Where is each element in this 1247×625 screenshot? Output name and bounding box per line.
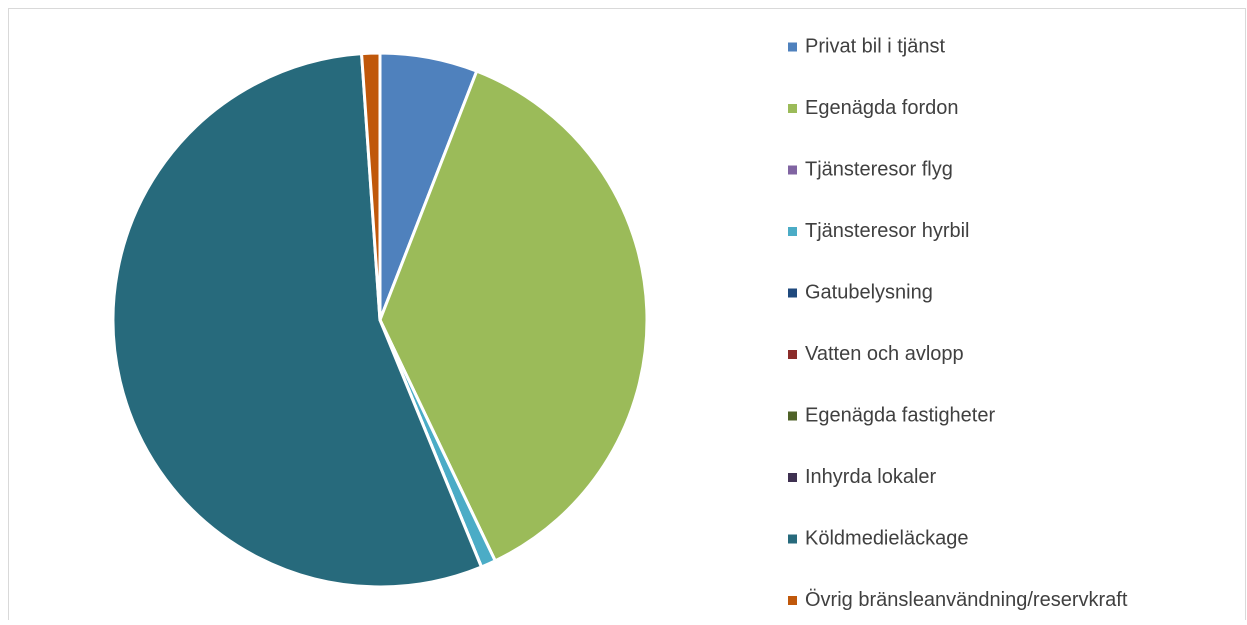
legend-label: Egenägda fordon [805,97,958,119]
legend-label: Vatten och avlopp [805,343,964,365]
legend-swatch [788,165,797,175]
legend-label: Köldmedieläckage [805,527,968,549]
legend-label: Inhyrda lokaler [805,466,937,488]
pie-slice [111,52,483,589]
pie-slice [360,51,382,322]
legend-label: Övrig bränsleanvändning/reservkraft [805,589,1128,611]
legend-label: Gatubelysning [805,281,933,303]
legend-swatch [788,42,797,52]
legend-label: Tjänsteresor hyrbil [805,220,970,242]
legend-swatch [788,104,797,113]
legend-label: Egenägda fastigheter [805,404,995,426]
legend-label: Privat bil i tjänst [805,35,945,57]
legend-label: Tjänsteresor flyg [805,158,953,180]
legend-swatch [788,227,797,236]
legend-swatch [788,288,797,298]
legend-swatch [788,350,797,359]
legend-swatch [788,596,797,605]
legend-swatch [788,411,797,421]
legend-swatch [788,534,797,544]
legend-swatch [788,473,797,482]
pie-slice [378,69,649,563]
